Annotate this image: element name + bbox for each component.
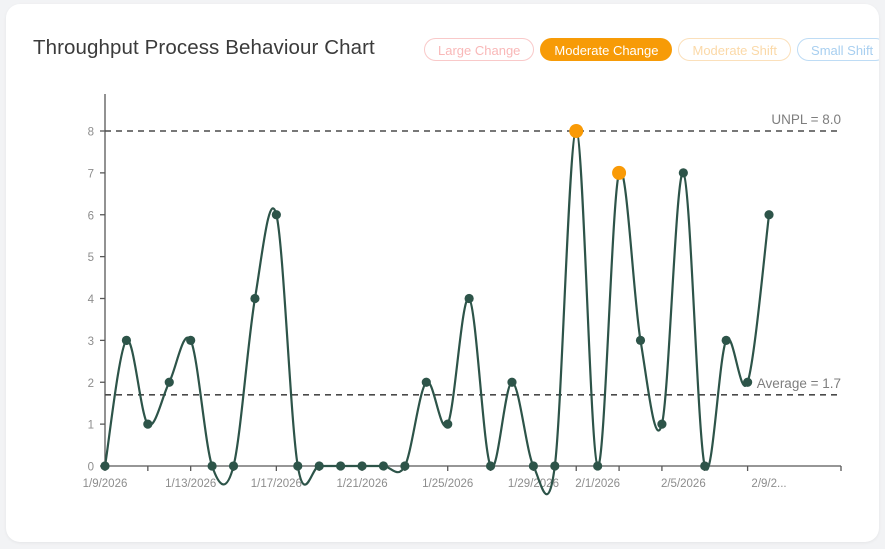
data-point[interactable] [421, 377, 431, 387]
x-axis-tick-label: 1/25/2026 [422, 478, 473, 490]
data-point[interactable] [485, 461, 496, 471]
data-point[interactable] [764, 210, 774, 220]
data-point[interactable] [657, 419, 667, 429]
data-point[interactable] [743, 377, 753, 387]
chart-card: Throughput Process Behaviour Chart Large… [6, 4, 879, 542]
data-point[interactable] [400, 461, 410, 471]
series-line [103, 129, 771, 496]
legend-pill-large-change[interactable]: Large Change [424, 38, 535, 61]
data-point[interactable] [207, 461, 217, 471]
y-axis-tick-label: 0 [88, 462, 94, 474]
y-axis-tick-label: 5 [88, 252, 94, 264]
data-point[interactable] [464, 293, 474, 304]
x-axis-tick-label: 1/29/2026 [508, 478, 559, 490]
line-chart-svg: 0 1 2 3 4 5 6 7 8 1/9/2026 1/13/2026 1/17/2026 1/21/… [83, 94, 842, 496]
reference-line-label-unpl: UNPL = 8.0 [771, 112, 841, 127]
data-point[interactable] [121, 335, 132, 345]
y-axis-tick-label: 2 [88, 378, 94, 390]
data-point-highlighted[interactable] [612, 165, 627, 180]
data-point[interactable] [186, 335, 196, 345]
x-axis-tick-label: 2/5/2026 [661, 478, 706, 490]
data-point[interactable] [143, 419, 153, 429]
legend-pill-moderate-shift[interactable]: Moderate Shift [678, 38, 792, 61]
y-axis-tick-label: 6 [88, 210, 94, 222]
legend-filter-group: Large Change Moderate Change Moderate Shif… [424, 38, 879, 61]
x-axis-tick-label: 1/21/2026 [336, 478, 387, 490]
legend-pill-moderate-change[interactable]: Moderate Change [540, 38, 673, 61]
data-point[interactable] [550, 461, 560, 471]
data-point[interactable] [528, 461, 539, 471]
y-axis-tick-label: 1 [88, 420, 94, 432]
data-point[interactable] [635, 335, 646, 345]
data-point[interactable] [293, 461, 303, 471]
data-point[interactable] [700, 461, 710, 471]
data-point[interactable] [228, 461, 239, 471]
x-axis-tick-label: 2/1/2026 [575, 478, 620, 490]
data-point[interactable] [443, 419, 453, 429]
data-point[interactable] [314, 461, 324, 471]
chart-header: Throughput Process Behaviour Chart Large… [6, 4, 879, 74]
data-point[interactable] [507, 377, 517, 387]
data-point[interactable] [721, 335, 731, 345]
data-point[interactable] [336, 461, 346, 471]
page-title: Throughput Process Behaviour Chart [33, 36, 375, 59]
chart-plot-area: 0 1 2 3 4 5 6 7 8 1/9/2026 1/13/2026 1/17/2026 1/21/… [6, 74, 879, 504]
data-point[interactable] [100, 461, 110, 471]
data-point[interactable] [271, 210, 281, 220]
data-point-highlighted[interactable] [569, 124, 584, 138]
data-point[interactable] [164, 377, 174, 387]
x-axis-tick-label: 1/9/2026 [83, 478, 128, 490]
y-axis-tick-label: 7 [88, 168, 94, 180]
data-point[interactable] [593, 461, 603, 471]
x-axis-tick-label: 1/17/2026 [251, 478, 302, 490]
x-axis-tick-label: 1/13/2026 [165, 478, 216, 490]
data-point[interactable] [378, 461, 389, 471]
data-point[interactable] [250, 293, 260, 304]
legend-pill-small-shift[interactable]: Small Shift [797, 38, 879, 61]
y-axis-tick-label: 8 [88, 127, 94, 139]
data-point[interactable] [357, 461, 367, 471]
x-axis-tick-label: 2/9/2... [751, 478, 786, 490]
y-axis-tick-label: 4 [88, 294, 95, 306]
data-point[interactable] [678, 168, 688, 178]
reference-line-label-average: Average = 1.7 [757, 376, 841, 391]
y-axis-tick-label: 3 [88, 336, 94, 348]
